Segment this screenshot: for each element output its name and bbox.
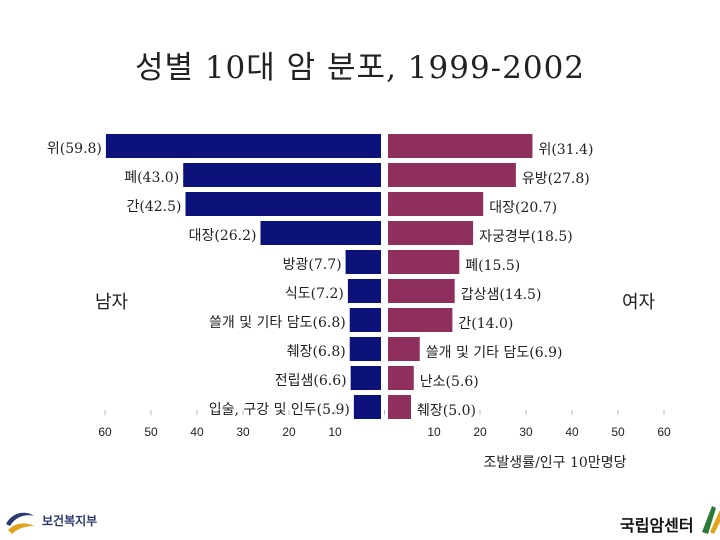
male-bar-label-7: 췌장(6.8) — [287, 344, 346, 360]
male-bar-label-5: 식도(7.2) — [285, 286, 344, 302]
male-bars — [105, 134, 382, 419]
female-bar-9 — [388, 395, 411, 419]
female-bar-1 — [388, 163, 516, 187]
female-bar-7 — [388, 337, 420, 361]
male-bar-label-3: 대장(26.2) — [189, 228, 257, 244]
female-bar-label-1: 유방(27.8) — [522, 171, 590, 187]
female-labels: 위(31.4) 유방(27.8) 대장(20.7) 자궁경부(18.5) 폐(15.5)… — [417, 142, 593, 419]
x-tick-label-10: 40 — [565, 425, 579, 439]
legend-male: 남자 — [95, 292, 129, 313]
male-labels: 위(59.8) 폐(43.0) 간(42.5) 대장(26.2) 방광(7.7) 식도(7… — [47, 141, 350, 418]
female-bar-label-9: 췌장(5.0) — [417, 403, 476, 419]
x-axis-label: 조발생률/인구 10만명당 — [483, 455, 627, 471]
male-bar-label-8: 전립샘(6.6) — [275, 373, 347, 389]
male-bar-4 — [345, 250, 381, 274]
male-bar-8 — [350, 366, 381, 390]
x-tick-label-7: 10 — [427, 425, 441, 439]
female-bar-0 — [388, 134, 533, 158]
female-bar-3 — [388, 221, 474, 245]
male-bar-1 — [183, 163, 381, 187]
male-bar-6 — [349, 308, 381, 332]
male-bar-label-2: 간(42.5) — [127, 199, 182, 215]
female-bar-label-8: 난소(5.6) — [420, 374, 479, 390]
ministry-logo: 보건복지부 — [4, 506, 134, 538]
chart-title: 성별 10대 암 분포, 1999-2002 — [134, 50, 586, 86]
ncc-logo: 국립암센터 — [610, 500, 720, 540]
male-bar-label-1: 폐(43.0) — [124, 170, 179, 186]
male-bar-9 — [353, 395, 381, 419]
female-bar-label-6: 간(14.0) — [458, 316, 513, 332]
x-axis: 60 50 40 30 20 10 10 20 30 40 50 60 — [98, 410, 671, 439]
x-tick-label-9: 30 — [519, 425, 533, 439]
x-tick-label-1: 50 — [144, 425, 158, 439]
x-tick-label-2: 40 — [190, 425, 204, 439]
female-bars — [388, 134, 533, 419]
ministry-logo-text: 보건복지부 — [42, 514, 98, 528]
x-tick-label-5: 10 — [328, 425, 342, 439]
male-bar-7 — [349, 337, 381, 361]
male-bar-0 — [105, 134, 382, 158]
male-bar-label-6: 쓸개 및 기타 담도(6.8) — [209, 315, 346, 331]
female-bar-label-5: 갑상샘(14.5) — [461, 287, 542, 303]
x-tick-label-4: 20 — [282, 425, 296, 439]
x-tick-label-0: 60 — [98, 425, 112, 439]
ministry-logo-mark — [6, 512, 34, 534]
x-tick-label-11: 50 — [611, 425, 625, 439]
x-tick-label-12: 60 — [657, 425, 671, 439]
female-bar-label-0: 위(31.4) — [538, 142, 593, 158]
female-bar-label-2: 대장(20.7) — [489, 200, 557, 216]
male-bar-label-0: 위(59.8) — [47, 141, 102, 157]
female-bar-label-4: 폐(15.5) — [465, 258, 520, 274]
female-bar-8 — [388, 366, 414, 390]
female-bar-5 — [388, 279, 455, 303]
male-bar-label-9: 입술, 구강 및 인두(5.9) — [209, 402, 350, 418]
male-bar-3 — [260, 221, 381, 245]
ncc-logo-text: 국립암센터 — [620, 516, 694, 535]
female-bar-6 — [388, 308, 453, 332]
female-bar-label-7: 쓸개 및 기타 담도(6.9) — [426, 345, 563, 361]
x-tick-label-3: 30 — [236, 425, 250, 439]
male-bar-2 — [185, 192, 381, 216]
ncc-logo-mark — [702, 506, 720, 534]
female-bar-4 — [388, 250, 460, 274]
male-bar-5 — [347, 279, 381, 303]
female-bar-label-3: 자궁경부(18.5) — [479, 229, 573, 245]
male-bar-label-4: 방광(7.7) — [283, 257, 342, 273]
female-bar-2 — [388, 192, 484, 216]
legend-female: 여자 — [622, 292, 656, 313]
x-tick-label-8: 20 — [473, 425, 487, 439]
